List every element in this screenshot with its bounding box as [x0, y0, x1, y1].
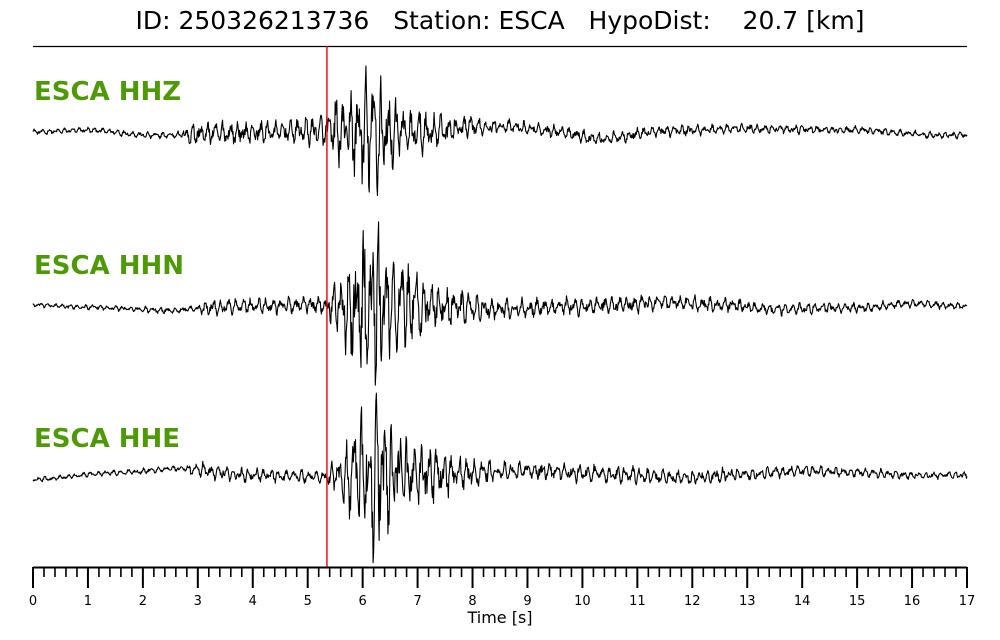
trace-group: [32, 65, 968, 564]
x-tick-label: 8: [468, 594, 476, 609]
trace-label-esca-hhn: ESCA HHN: [34, 251, 184, 281]
x-tick-label: 11: [629, 594, 646, 609]
x-tick-label: 15: [849, 594, 866, 609]
trace-label-esca-hhe: ESCA HHE: [34, 424, 180, 454]
trace-esca-hhz: [32, 65, 968, 197]
x-tick-label: 16: [904, 594, 921, 609]
x-tick-label: 10: [574, 594, 591, 609]
hypodist-value: 20.7: [742, 6, 799, 35]
trace-esca-hhe: [32, 392, 968, 564]
hypodist-unit: [km]: [806, 6, 865, 35]
trace-esca-hhn: [32, 221, 968, 386]
x-tick-label: 1: [84, 594, 92, 609]
x-tick-label: 17: [959, 594, 976, 609]
x-tick-label: 0: [29, 594, 37, 609]
hypodist-label: HypoDist:: [588, 6, 711, 35]
station-label: Station:: [393, 6, 491, 35]
x-tick-label: 12: [684, 594, 701, 609]
x-tick-label: 7: [413, 594, 421, 609]
trace-label-esca-hhz: ESCA HHZ: [34, 77, 181, 107]
id-label: ID:: [135, 6, 171, 35]
x-tick-label: 13: [739, 594, 756, 609]
plot-title: ID: 250326213736 Station: ESCA HypoDist:…: [0, 6, 1000, 35]
x-tick-label: 9: [523, 594, 531, 609]
event-id: 250326213736: [178, 6, 370, 35]
x-tick-label: 2: [139, 594, 147, 609]
trace-label-group: ESCA HHZ ESCA HHN ESCA HHE: [34, 77, 184, 454]
x-tick-label: 5: [304, 594, 312, 609]
x-tick-label: 3: [194, 594, 202, 609]
x-tick-label: 14: [794, 594, 811, 609]
station-code: ESCA: [498, 6, 565, 35]
x-tick-label: 4: [249, 594, 257, 609]
x-axis-title: Time [s]: [466, 608, 532, 627]
time-axis: 0 1 2 3 4 5 6 7 8 9 10 11 12 13 14 15 16 17: [29, 566, 976, 609]
x-tick-label: 6: [359, 594, 367, 609]
